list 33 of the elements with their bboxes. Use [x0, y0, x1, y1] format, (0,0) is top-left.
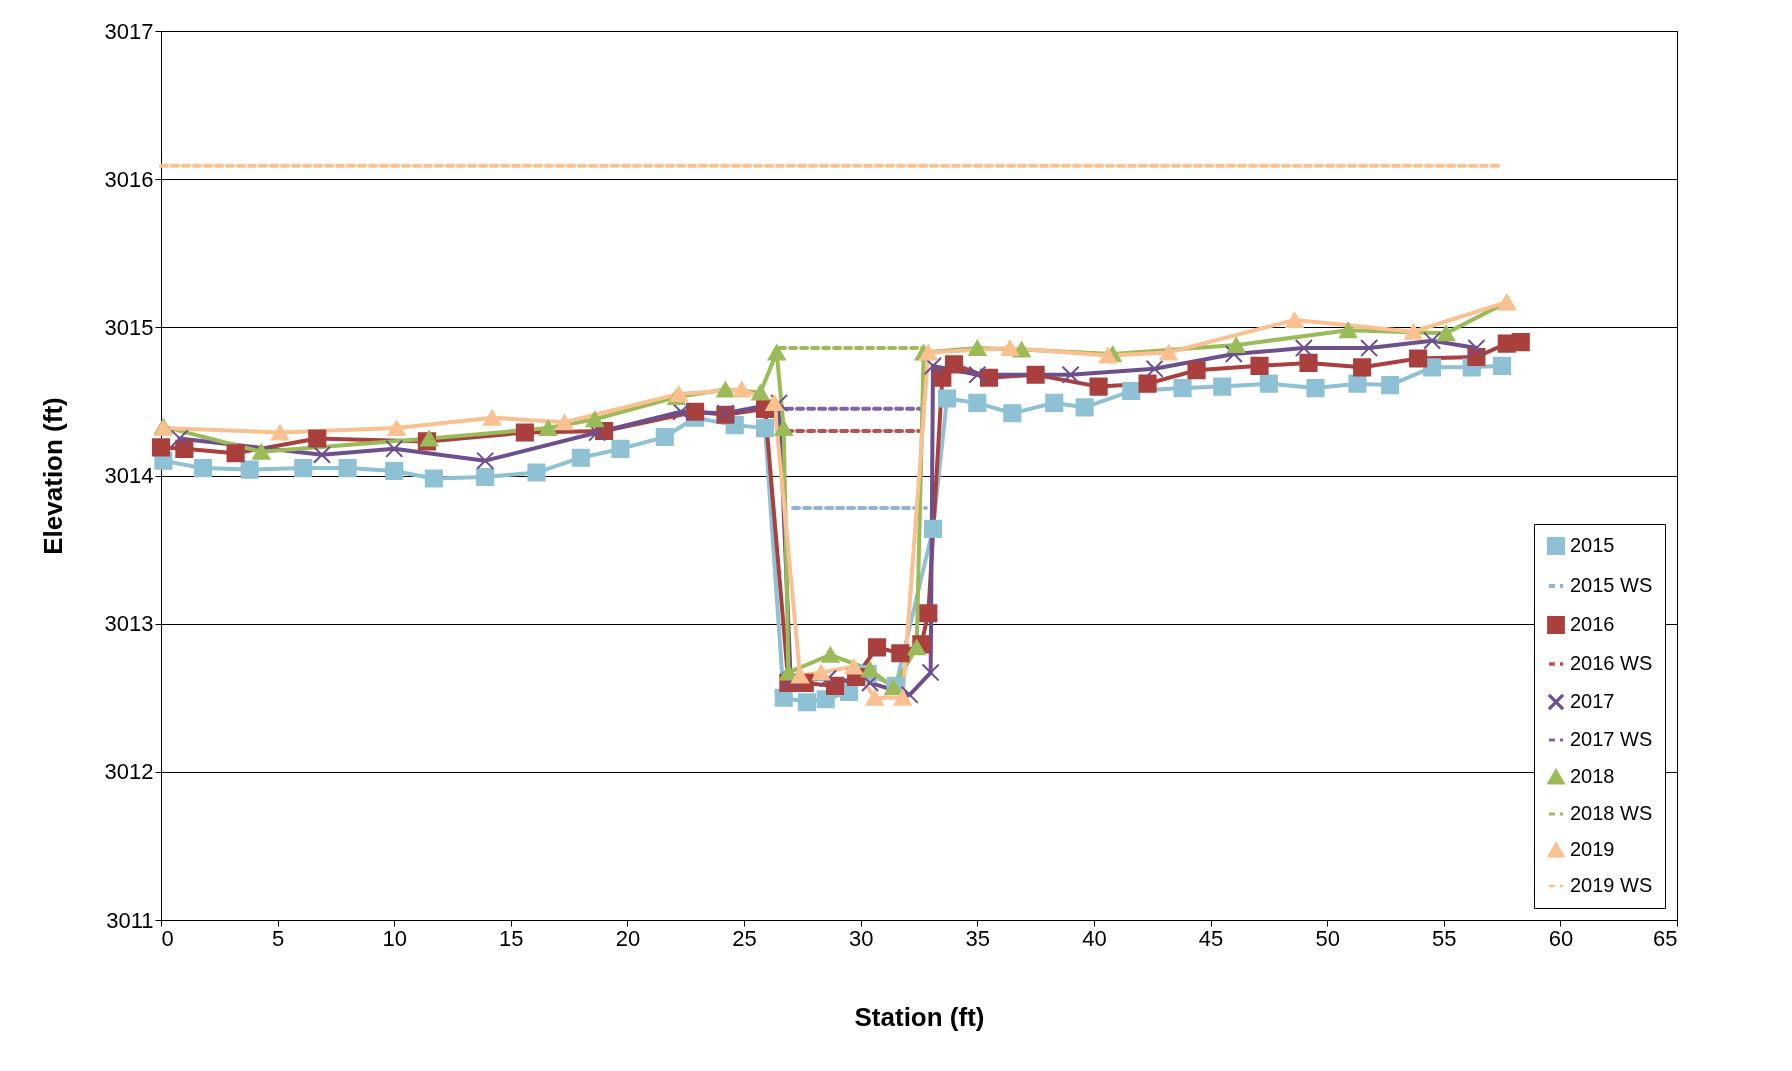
legend-label: 2018 — [1570, 765, 1615, 787]
legend-label: 2017 WS — [1570, 728, 1653, 750]
legend-label: 2015 WS — [1570, 574, 1653, 596]
x-tick-label: 20 — [615, 925, 641, 951]
x-tick-label: 15 — [499, 925, 524, 951]
y-tick-label: 3017 — [104, 18, 154, 44]
y-tick-label: 3013 — [104, 611, 154, 637]
legend-label: 2019 WS — [1570, 874, 1653, 896]
y-tick-label: 3011 — [106, 907, 154, 933]
legend-label: 2015 — [1570, 534, 1615, 556]
x-axis-title: Station (ft) — [854, 1001, 985, 1032]
x-tick-label: 5 — [271, 925, 285, 951]
x-tick-label: 0 — [161, 925, 174, 951]
x-tick-label: 35 — [965, 925, 991, 951]
x-tick-label: 40 — [1082, 925, 1107, 951]
y-tick-label: 3012 — [104, 759, 154, 785]
legend-label: 2019 — [1570, 838, 1615, 860]
legend-label: 2016 — [1570, 613, 1615, 635]
x-tick-label: 45 — [1198, 925, 1224, 951]
x-tick-label: 60 — [1548, 925, 1574, 951]
y-tick-label: 3016 — [104, 166, 154, 192]
x-tick-label: 55 — [1432, 925, 1457, 951]
x-tick-label: 65 — [1653, 925, 1678, 951]
x-tick-label: 30 — [848, 925, 874, 951]
legend-label: 2016 WS — [1570, 652, 1653, 674]
legend-label: 2018 WS — [1570, 802, 1653, 824]
x-tick-label: 25 — [732, 925, 757, 951]
y-tick-label: 3014 — [104, 463, 154, 488]
x-tick-label: 50 — [1315, 925, 1340, 951]
legend-label: 2017 — [1570, 690, 1615, 712]
y-axis-title: Elevation (ft) — [37, 397, 68, 555]
x-tick-label: 10 — [382, 925, 407, 951]
y-tick-label: 3015 — [104, 314, 154, 340]
